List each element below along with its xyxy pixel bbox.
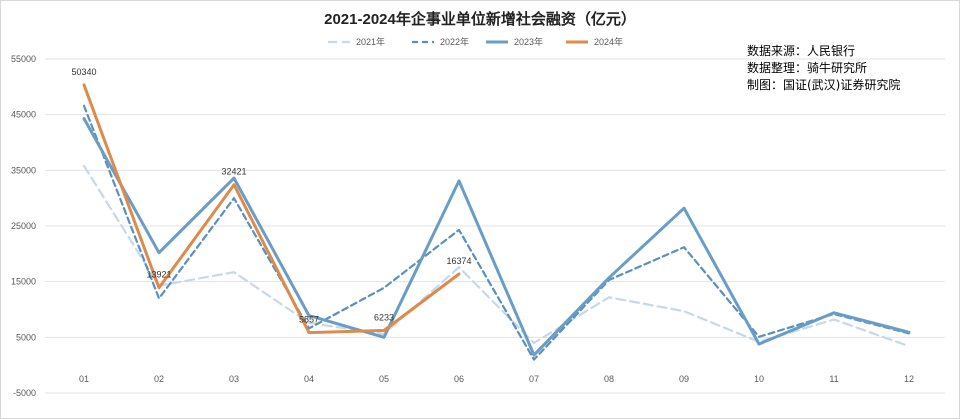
y-tick-label: 5000 (16, 332, 36, 342)
chart-title: 2021-2024年企事业单位新增社会融资（亿元） (324, 10, 636, 28)
x-tick-label: 12 (904, 374, 914, 384)
x-tick-label: 04 (304, 374, 314, 384)
x-tick-label: 01 (79, 374, 89, 384)
x-tick-label: 02 (154, 374, 164, 384)
data-label: 32421 (221, 167, 246, 177)
x-tick-label: 10 (754, 374, 764, 384)
y-tick-label: 35000 (11, 165, 36, 175)
data-label: 16374 (446, 256, 471, 266)
x-tick-label: 09 (679, 374, 689, 384)
x-tick-label: 07 (529, 374, 539, 384)
y-tick-label: -5000 (13, 388, 36, 398)
data-label: 6233 (374, 312, 394, 322)
series-line-2022年 (82, 104, 911, 361)
data-label: 13921 (146, 270, 171, 280)
x-tick-label: 11 (829, 374, 838, 384)
y-axis: -5000 5000 15000 25000 35000 45000 55000 (11, 54, 36, 398)
y-tick-label: 45000 (11, 110, 36, 120)
data-label: 50340 (71, 67, 96, 77)
legend-label: 2024年 (594, 36, 623, 47)
legend-label: 2021年 (356, 36, 385, 47)
data-label: 5857 (299, 315, 319, 325)
x-axis: 01 02 03 04 05 06 07 08 09 10 11 12 (79, 374, 914, 384)
source-notes: 数据来源：人民银行 数据整理：骑牛研究所 制图：国证(武汉)证券研究院 (747, 43, 900, 94)
y-tick-label: 55000 (11, 54, 36, 64)
series-line-2021年 (82, 164, 911, 348)
x-tick-label: 08 (604, 374, 614, 384)
grid (45, 58, 945, 394)
source-note-3: 制图：国证(武汉)证券研究院 (747, 78, 901, 92)
data-labels: 50340 13921 32421 5857 6233 16374 (71, 67, 471, 325)
y-tick-label: 15000 (11, 277, 36, 287)
legend-label: 2023年 (514, 36, 543, 47)
series-line-2023年 (82, 117, 911, 357)
series-line-2024年 (82, 83, 461, 335)
legend-label: 2022年 (440, 36, 469, 47)
source-note-2: 数据整理：骑牛研究所 (747, 61, 868, 75)
y-tick-label: 25000 (11, 221, 36, 231)
x-tick-label: 05 (379, 374, 389, 384)
source-note-1: 数据来源：人民银行 (747, 44, 856, 58)
x-tick-label: 03 (229, 374, 239, 384)
series-lines (82, 83, 911, 361)
x-tick-label: 06 (454, 374, 464, 384)
legend: 2021年 2022年 2023年 2024年 (328, 36, 623, 47)
